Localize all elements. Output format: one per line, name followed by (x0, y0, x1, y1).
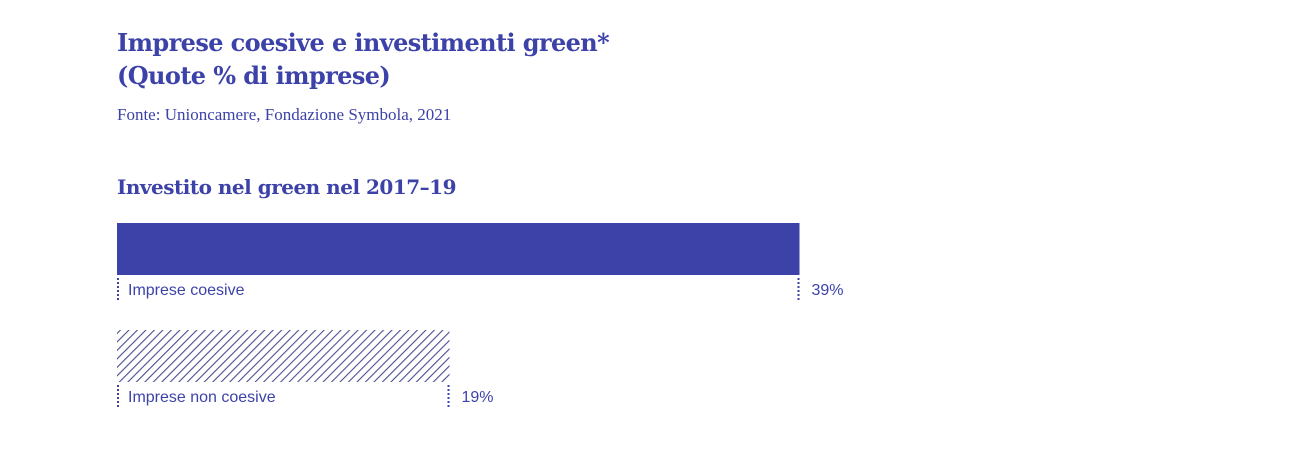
value-label-2: 19% (462, 389, 494, 406)
bar-1 (117, 223, 800, 275)
chart-source: Fonte: Unioncamere, Fondazione Symbola, … (117, 105, 452, 124)
chart-title-line-1: Imprese coesive e investimenti green* (117, 28, 610, 57)
category-label-1: Imprese coesive (128, 282, 245, 299)
chart-title-line-2: (Quote % di imprese) (117, 61, 391, 90)
chart-title: Imprese coesive e investimenti green* (Q… (117, 26, 610, 92)
chart-subtitle: Investito nel green nel 2017–19 (117, 175, 457, 199)
value-label-1: 39% (812, 282, 844, 299)
bar-2 (117, 330, 450, 382)
category-label-2: Imprese non coesive (128, 389, 276, 406)
